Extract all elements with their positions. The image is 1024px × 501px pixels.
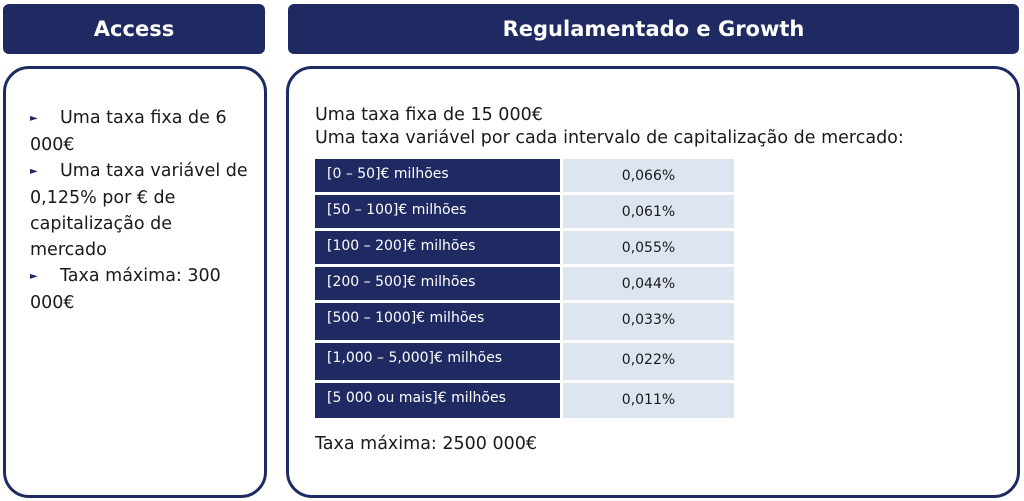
bullet-text: Uma taxa variável de 0,125% por € de cap…: [30, 161, 248, 260]
max-fee-text: Taxa máxima: 2500 000€: [315, 434, 538, 454]
access-panel: ► Uma taxa fixa de 6 000€ ► Uma taxa variá…: [3, 66, 267, 498]
table-row: [50 – 100]€ milhões 0,061%: [315, 195, 734, 231]
table-row: [5 000 ou mais]€ milhões 0,011%: [315, 383, 734, 421]
table-row: [200 – 500]€ milhões 0,044%: [315, 267, 734, 303]
range-cell: [100 – 200]€ milhões: [315, 231, 563, 267]
rate-cell: 0,011%: [563, 383, 734, 421]
rate-cell: 0,061%: [563, 195, 734, 231]
regulated-growth-panel: Uma taxa fixa de 15 000€ Uma taxa variáv…: [286, 66, 1020, 498]
regulated-growth-header-label: Regulamentado e Growth: [502, 17, 805, 41]
table-row: [100 – 200]€ milhões 0,055%: [315, 231, 734, 267]
bullet-arrow-icon: ►: [30, 166, 38, 177]
fee-rate-table: [0 – 50]€ milhões 0,066% [50 – 100]€ mil…: [315, 159, 734, 421]
rate-cell: 0,055%: [563, 231, 734, 267]
fixed-fee-text: Uma taxa fixa de 15 000€: [315, 105, 543, 125]
list-item: ► Taxa máxima: 300 000€: [30, 263, 250, 316]
access-bullet-list: ► Uma taxa fixa de 6 000€ ► Uma taxa variá…: [30, 105, 250, 316]
rate-cell: 0,044%: [563, 267, 734, 303]
table-row: [500 – 1000]€ milhões 0,033%: [315, 303, 734, 343]
rate-cell: 0,022%: [563, 343, 734, 383]
rate-cell: 0,066%: [563, 159, 734, 195]
bullet-text: Uma taxa fixa de 6 000€: [30, 108, 227, 155]
range-cell: [500 – 1000]€ milhões: [315, 303, 563, 343]
range-cell: [0 – 50]€ milhões: [315, 159, 563, 195]
range-cell: [200 – 500]€ milhões: [315, 267, 563, 303]
list-item: ► Uma taxa fixa de 6 000€: [30, 105, 250, 158]
rate-cell: 0,033%: [563, 303, 734, 343]
table-row: [1,000 – 5,000]€ milhões 0,022%: [315, 343, 734, 383]
range-cell: [5 000 ou mais]€ milhões: [315, 383, 563, 421]
list-item: ► Uma taxa variável de 0,125% por € de ca…: [30, 158, 250, 263]
bullet-arrow-icon: ►: [30, 271, 38, 282]
range-cell: [50 – 100]€ milhões: [315, 195, 563, 231]
range-cell: [1,000 – 5,000]€ milhões: [315, 343, 563, 383]
access-header-label: Access: [93, 17, 175, 41]
bullet-text: Taxa máxima: 300 000€: [30, 266, 221, 313]
table-row: [0 – 50]€ milhões 0,066%: [315, 159, 734, 195]
access-header: Access: [3, 4, 265, 54]
variable-fee-intro: Uma taxa variável por cada intervalo de …: [315, 128, 904, 148]
regulated-growth-header: Regulamentado e Growth: [288, 4, 1019, 54]
bullet-arrow-icon: ►: [30, 113, 38, 124]
